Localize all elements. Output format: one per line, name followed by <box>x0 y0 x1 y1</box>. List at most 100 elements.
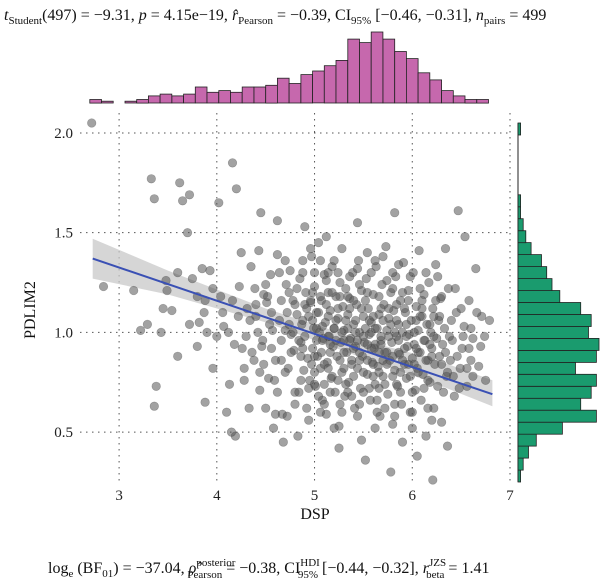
top-hist-bar-31 <box>452 95 466 104</box>
scatter-point-469 <box>388 268 398 278</box>
scatter-point-390 <box>472 307 482 318</box>
top-hist-bar-22 <box>347 38 360 104</box>
scatter-point-377 <box>378 252 388 262</box>
scatter-point-45 <box>255 385 265 395</box>
scatter-point-365 <box>272 387 283 397</box>
right-hist-bar-11 <box>517 337 600 351</box>
scatter-point-250 <box>278 437 288 447</box>
scatter-point-450 <box>374 383 384 393</box>
scatter-point-307 <box>253 327 263 338</box>
scatter-point-403 <box>427 351 437 361</box>
scatter-point-60 <box>281 279 291 290</box>
scatter-point-382 <box>450 283 460 294</box>
scatter-point-463 <box>282 411 292 421</box>
scatter-point-442 <box>382 359 392 369</box>
scatter-point-404 <box>440 347 451 358</box>
scatter-point-41 <box>246 262 256 272</box>
scatter-point-288 <box>321 299 331 310</box>
x-tick-labels: 3 4 5 6 7 <box>115 488 514 504</box>
scatter-point-383 <box>184 319 195 330</box>
right-hist-bar-18 <box>517 254 542 268</box>
scatter-point-248 <box>442 441 453 451</box>
scatter-point-38 <box>239 375 249 385</box>
bayes-caption: loge (BF01) = −37.04, ρ̂posterior Pearson… <box>48 557 489 581</box>
x-tick-label-1: 4 <box>213 488 221 504</box>
bf-value: ) = −37.04, <box>113 560 188 577</box>
scatter-point-249 <box>412 451 422 461</box>
scatter-point-464 <box>270 355 281 365</box>
scatter-point-8 <box>151 381 161 391</box>
scatter-point-361 <box>304 415 314 425</box>
scatter-point-222 <box>453 206 463 216</box>
top-hist-bar-12 <box>230 91 243 104</box>
scatter-point-313 <box>429 331 439 342</box>
scatter-point-80 <box>307 252 317 262</box>
scatter-point-348 <box>366 268 376 278</box>
scatter-point-33 <box>227 158 238 168</box>
scatter-point-477 <box>251 299 261 310</box>
scatter-point-415 <box>311 323 322 334</box>
right-hist-bar-22 <box>517 206 521 220</box>
scatter-point-353 <box>292 283 302 294</box>
scatter-point-340 <box>250 283 260 294</box>
y-tick-label-0: 0.5 <box>54 425 73 441</box>
scatter-point-470 <box>405 272 415 282</box>
scatter-point-326 <box>296 351 306 361</box>
scatter-point-218 <box>445 355 456 365</box>
scatter-point-334 <box>392 315 402 326</box>
scatter-point-25 <box>202 327 212 338</box>
scatter-point-432 <box>388 283 398 294</box>
top-hist-bar-5 <box>147 95 161 104</box>
scatter-point-282 <box>358 367 369 377</box>
scatter-point-291 <box>376 303 386 314</box>
scatter-point-357 <box>380 403 390 413</box>
scatter-point-251 <box>397 437 408 447</box>
top-hist-bar-18 <box>300 74 313 104</box>
scatter-point-378 <box>306 244 316 254</box>
scatter-point-81 <box>308 343 318 354</box>
scatter-point-4 <box>142 319 152 330</box>
top-hist-bar-7 <box>171 95 184 104</box>
scatter-point-264 <box>316 347 327 358</box>
scatter-point-472 <box>280 256 290 266</box>
scatter-point-354 <box>339 363 349 373</box>
scatter-point-399 <box>368 359 378 369</box>
scatter-point-453 <box>423 375 433 385</box>
scatter-point-431 <box>374 291 384 302</box>
rho-posterior-sup: posterior <box>196 557 235 569</box>
scatter-point-367 <box>290 399 300 409</box>
top-hist-bar-9 <box>194 86 208 104</box>
scatter-point-381 <box>433 272 443 282</box>
log-base: e <box>68 568 73 580</box>
scatter-point-454 <box>437 359 447 369</box>
scatter-point-387 <box>245 315 255 326</box>
top-hist-bar-4 <box>136 99 149 104</box>
scatter-point-478 <box>266 343 277 354</box>
scatter-point-13 <box>167 305 177 316</box>
scatter-point-428 <box>335 291 345 302</box>
scatter-point-325 <box>282 307 292 318</box>
scatter-point-336 <box>208 283 218 294</box>
scatter-point-462 <box>427 415 437 425</box>
scatter-point-305 <box>266 307 277 318</box>
ci-value: [−0.46, −0.31], <box>371 7 476 24</box>
top-hist-bar-28 <box>417 72 431 104</box>
scatter-point-385 <box>218 307 228 318</box>
scatter-point-471 <box>298 268 308 278</box>
scatter-point-394 <box>300 331 310 342</box>
scatter-point-395 <box>313 307 324 318</box>
right-hist-bar-4 <box>517 421 563 435</box>
scatter-point-423 <box>415 311 425 322</box>
scatter-point-15 <box>175 178 185 188</box>
r-beta-value: = 1.41 <box>444 560 489 577</box>
scatter-point-356 <box>352 411 363 421</box>
scatter-point-14 <box>173 268 183 278</box>
scatter-point-473 <box>421 268 431 278</box>
top-hist-bar-11 <box>218 90 231 104</box>
scatter-point-366 <box>261 403 271 413</box>
scatter-point-192 <box>416 395 426 405</box>
scatter-point-229 <box>468 333 478 344</box>
top-hist-bar-21 <box>335 60 349 104</box>
scatter-point-277 <box>309 367 320 377</box>
scatter-point-214 <box>438 339 448 350</box>
